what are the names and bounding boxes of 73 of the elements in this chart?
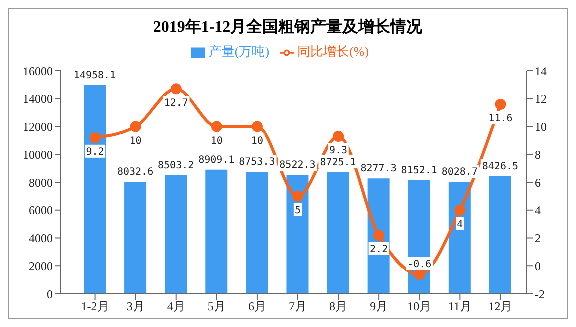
data-label: 8028.7 <box>442 167 478 178</box>
point <box>211 121 222 132</box>
x-tick-label: 12月 <box>488 300 513 314</box>
bar <box>327 172 350 294</box>
data-label: 8725.1 <box>320 157 356 168</box>
bar <box>165 175 188 294</box>
bar <box>286 175 309 294</box>
data-label: 9.3 <box>330 146 348 157</box>
y-tick-label: 2000 <box>29 259 53 274</box>
x-tick-label: 5月 <box>208 300 226 314</box>
y2-tick-label: 4 <box>535 204 541 218</box>
bar <box>206 170 228 294</box>
x-tick-label: 3月 <box>126 300 145 314</box>
data-label: 10 <box>251 136 264 147</box>
y2-tick-label: -2 <box>535 287 545 302</box>
point <box>130 121 142 132</box>
legend-label: 同比增长(%) <box>298 44 370 59</box>
point <box>374 230 385 241</box>
data-label: 8522.3 <box>280 160 316 172</box>
y-tick-label: 16000 <box>23 64 53 78</box>
data-label: 8503.2 <box>158 160 194 172</box>
point <box>90 132 101 144</box>
data-label: 8032.6 <box>117 167 154 178</box>
y2-tick-label: 14 <box>535 64 547 78</box>
data-label: 8753.3 <box>239 157 276 168</box>
y-tick-label: 14000 <box>23 92 53 106</box>
data-label: 10 <box>130 136 142 147</box>
x-tick-label: 8月 <box>330 300 348 314</box>
point <box>252 121 263 132</box>
point <box>454 204 466 216</box>
bar <box>246 172 268 294</box>
x-tick-label: 6月 <box>248 300 266 314</box>
x-tick-label: 4月 <box>167 300 186 314</box>
y-tick-label: 10000 <box>23 148 53 162</box>
y-tick-label: 8000 <box>29 176 53 190</box>
x-tick-label: 7月 <box>289 300 307 314</box>
x-tick-label: 9月 <box>370 300 388 314</box>
data-label: 2.2 <box>370 244 388 256</box>
y-tick-label: 6000 <box>29 204 53 218</box>
bar <box>124 182 147 294</box>
data-label: 4 <box>457 219 464 230</box>
chart-title: 2019年1-12月全国粗钢产量及增长情况 <box>152 17 424 38</box>
bar <box>448 182 471 294</box>
y-tick-label: 12000 <box>23 120 53 134</box>
data-label: -0.6 <box>408 259 432 270</box>
y2-tick-label: 8 <box>535 148 541 162</box>
data-label: 12.7 <box>164 98 188 110</box>
y-tick-label: 0 <box>47 287 53 302</box>
data-label: 8909.1 <box>198 154 235 166</box>
data-label: 8277.3 <box>360 164 397 175</box>
point <box>333 131 344 142</box>
data-label: 10 <box>210 136 223 147</box>
y2-tick-label: 0 <box>535 259 541 274</box>
data-label: 5 <box>294 205 302 216</box>
data-label: 9.2 <box>86 146 104 158</box>
bar <box>84 86 106 294</box>
legend-label: 产量(万吨) <box>208 44 270 59</box>
data-label: 8426.5 <box>482 162 519 173</box>
y2-tick-label: 12 <box>535 92 547 106</box>
bar <box>489 176 512 294</box>
y-tick-label: 4000 <box>29 232 53 246</box>
x-tick-label: 11月 <box>448 300 472 314</box>
y2-tick-label: 6 <box>535 176 541 190</box>
y2-tick-label: 10 <box>535 120 547 134</box>
point <box>495 98 506 110</box>
data-label: 11.6 <box>488 113 513 124</box>
data-label: 14958.1 <box>74 70 116 82</box>
data-label: 8152.1 <box>401 165 438 176</box>
x-tick-label: 1-2月 <box>81 300 110 314</box>
y2-tick-label: 2 <box>535 232 541 246</box>
point <box>170 84 182 95</box>
x-tick-label: 10月 <box>408 300 432 314</box>
point <box>292 190 304 202</box>
